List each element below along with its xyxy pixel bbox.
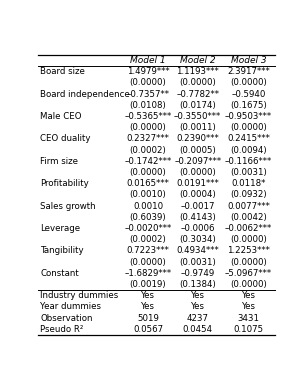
Text: Yes: Yes <box>191 291 205 300</box>
Text: 1.4979***: 1.4979*** <box>127 67 169 76</box>
Text: –5.0967***: –5.0967*** <box>225 269 272 278</box>
Text: 0.0010: 0.0010 <box>133 201 163 211</box>
Text: Male CEO: Male CEO <box>41 112 82 121</box>
Text: Board size: Board size <box>41 67 85 76</box>
Text: 0.2415***: 0.2415*** <box>227 134 270 143</box>
Text: 3431: 3431 <box>238 314 260 322</box>
Text: (0.0031): (0.0031) <box>179 258 216 267</box>
Text: –0.9749: –0.9749 <box>181 269 215 278</box>
Text: Model 3: Model 3 <box>231 56 266 65</box>
Text: Leverage: Leverage <box>41 224 81 233</box>
Text: (0.0000): (0.0000) <box>130 123 167 132</box>
Text: (0.1384): (0.1384) <box>179 280 216 289</box>
Text: (0.0004): (0.0004) <box>179 190 216 200</box>
Text: 5019: 5019 <box>137 314 159 322</box>
Text: Model 1: Model 1 <box>130 56 166 65</box>
Text: (0.0000): (0.0000) <box>230 235 267 244</box>
Text: –0.0062***: –0.0062*** <box>225 224 272 233</box>
Text: –0.0006: –0.0006 <box>181 224 215 233</box>
Text: (0.4143): (0.4143) <box>179 213 216 222</box>
Text: –0.7782**: –0.7782** <box>176 90 219 98</box>
Text: (0.0005): (0.0005) <box>179 146 216 155</box>
Text: 0.1075: 0.1075 <box>233 325 264 334</box>
Text: (0.0011): (0.0011) <box>179 123 216 132</box>
Text: (0.0000): (0.0000) <box>230 123 267 132</box>
Text: 0.0118*: 0.0118* <box>231 179 266 188</box>
Text: (0.1675): (0.1675) <box>230 101 267 110</box>
Text: –0.0017: –0.0017 <box>181 201 215 211</box>
Text: Board independence: Board independence <box>41 90 130 98</box>
Text: –0.7357**: –0.7357** <box>127 90 170 98</box>
Text: (0.0042): (0.0042) <box>230 213 267 222</box>
Text: CEO duality: CEO duality <box>41 134 91 143</box>
Text: (0.0019): (0.0019) <box>130 280 166 289</box>
Text: Year dummies: Year dummies <box>41 303 102 311</box>
Text: (0.0000): (0.0000) <box>230 79 267 87</box>
Text: 2.3917***: 2.3917*** <box>227 67 270 76</box>
Text: (0.0002): (0.0002) <box>130 146 167 155</box>
Text: –0.1742***: –0.1742*** <box>124 157 172 166</box>
Text: Yes: Yes <box>242 303 256 311</box>
Text: 0.0191***: 0.0191*** <box>176 179 219 188</box>
Text: Pseudo R²: Pseudo R² <box>41 325 84 334</box>
Text: (0.0174): (0.0174) <box>179 101 216 110</box>
Text: –0.3550***: –0.3550*** <box>174 112 221 121</box>
Text: Yes: Yes <box>242 291 256 300</box>
Text: (0.0002): (0.0002) <box>130 235 167 244</box>
Text: (0.0000): (0.0000) <box>130 79 167 87</box>
Text: Yes: Yes <box>141 291 155 300</box>
Text: –0.0020***: –0.0020*** <box>124 224 172 233</box>
Text: 0.7223***: 0.7223*** <box>127 246 170 255</box>
Text: Firm size: Firm size <box>41 157 78 166</box>
Text: –0.2097***: –0.2097*** <box>174 157 221 166</box>
Text: Tangibility: Tangibility <box>41 246 84 255</box>
Text: 0.2327***: 0.2327*** <box>127 134 170 143</box>
Text: Yes: Yes <box>141 303 155 311</box>
Text: (0.0000): (0.0000) <box>130 258 167 267</box>
Text: –0.5940: –0.5940 <box>231 90 266 98</box>
Text: Model 2: Model 2 <box>180 56 216 65</box>
Text: 0.0567: 0.0567 <box>133 325 163 334</box>
Text: 0.0454: 0.0454 <box>183 325 213 334</box>
Text: –0.9503***: –0.9503*** <box>225 112 272 121</box>
Text: –1.6829***: –1.6829*** <box>124 269 172 278</box>
Text: 0.0165***: 0.0165*** <box>127 179 170 188</box>
Text: 0.2390***: 0.2390*** <box>176 134 219 143</box>
Text: Observation: Observation <box>41 314 93 322</box>
Text: Constant: Constant <box>41 269 79 278</box>
Text: 0.0077***: 0.0077*** <box>227 201 270 211</box>
Text: Industry dummies: Industry dummies <box>41 291 119 300</box>
Text: (0.0010): (0.0010) <box>130 190 167 200</box>
Text: (0.0094): (0.0094) <box>230 146 267 155</box>
Text: 4237: 4237 <box>187 314 209 322</box>
Text: 0.4934***: 0.4934*** <box>176 246 219 255</box>
Text: Yes: Yes <box>191 303 205 311</box>
Text: 1.2253***: 1.2253*** <box>227 246 270 255</box>
Text: (0.0000): (0.0000) <box>179 79 216 87</box>
Text: (0.0000): (0.0000) <box>230 258 267 267</box>
Text: (0.0000): (0.0000) <box>130 168 167 177</box>
Text: (0.6039): (0.6039) <box>130 213 166 222</box>
Text: –0.1166***: –0.1166*** <box>225 157 272 166</box>
Text: (0.0031): (0.0031) <box>230 168 267 177</box>
Text: (0.0000): (0.0000) <box>179 168 216 177</box>
Text: –0.5365***: –0.5365*** <box>124 112 172 121</box>
Text: (0.0108): (0.0108) <box>130 101 167 110</box>
Text: Sales growth: Sales growth <box>41 201 96 211</box>
Text: 1.1193***: 1.1193*** <box>176 67 219 76</box>
Text: (0.3034): (0.3034) <box>179 235 216 244</box>
Text: (0.0932): (0.0932) <box>230 190 267 200</box>
Text: Profitability: Profitability <box>41 179 89 188</box>
Text: (0.0000): (0.0000) <box>230 280 267 289</box>
